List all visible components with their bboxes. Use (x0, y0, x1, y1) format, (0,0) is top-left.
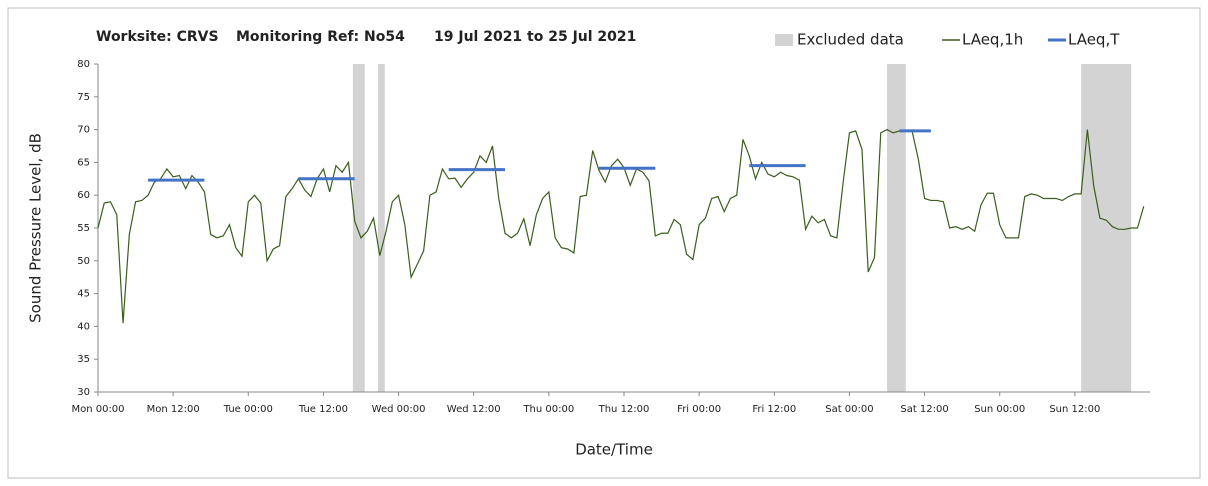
y-tick-label: 50 (77, 256, 90, 267)
y-tick-label: 80 (77, 59, 90, 70)
y-tick-label: 40 (77, 321, 90, 332)
legend-label: LAeq,T (1068, 31, 1120, 49)
x-tick-label: Fri 12:00 (752, 404, 796, 415)
title-dates: 19 Jul 2021 to 25 Jul 2021 (434, 29, 636, 45)
x-tick-label: Fri 00:00 (677, 404, 721, 415)
chart-frame (7, 7, 1201, 479)
y-tick-label: 45 (77, 289, 90, 300)
x-tick-label: Thu 00:00 (522, 404, 574, 415)
x-tick-label: Sat 00:00 (825, 404, 873, 415)
excluded-band (887, 64, 906, 392)
x-axis-label: Date/Time (575, 441, 653, 459)
y-tick-label: 55 (77, 223, 90, 234)
y-tick-label: 65 (77, 157, 90, 168)
x-tick-label: Wed 12:00 (447, 404, 501, 415)
y-tick-label: 75 (77, 92, 90, 103)
excluded-band (377, 64, 385, 392)
x-tick-label: Sun 12:00 (1049, 404, 1100, 415)
x-tick-label: Tue 12:00 (298, 404, 348, 415)
legend-label: LAeq,1h (962, 31, 1023, 49)
x-tick-label: Mon 12:00 (147, 404, 200, 415)
x-tick-label: Mon 00:00 (71, 404, 124, 415)
excluded-band (1081, 64, 1132, 392)
x-tick-label: Thu 12:00 (598, 404, 650, 415)
series-line (97, 128, 1145, 324)
x-tick-label: Tue 00:00 (223, 404, 273, 415)
y-tick-label: 60 (77, 190, 90, 201)
y-tick-label: 70 (77, 125, 90, 136)
y-axis-label: Sound Pressure Level, dB (27, 133, 45, 323)
y-tick-label: 35 (77, 354, 90, 365)
excluded-band (352, 64, 365, 392)
title-ref: Monitoring Ref: No54 (236, 29, 405, 45)
legend-label: Excluded data (797, 31, 904, 49)
legend-swatch (775, 34, 793, 46)
y-tick-label: 30 (77, 387, 90, 398)
x-tick-label: Wed 00:00 (372, 404, 426, 415)
x-tick-label: Sat 12:00 (900, 404, 948, 415)
x-tick-label: Sun 00:00 (974, 404, 1025, 415)
title-site: Worksite: CRVS (96, 29, 219, 45)
